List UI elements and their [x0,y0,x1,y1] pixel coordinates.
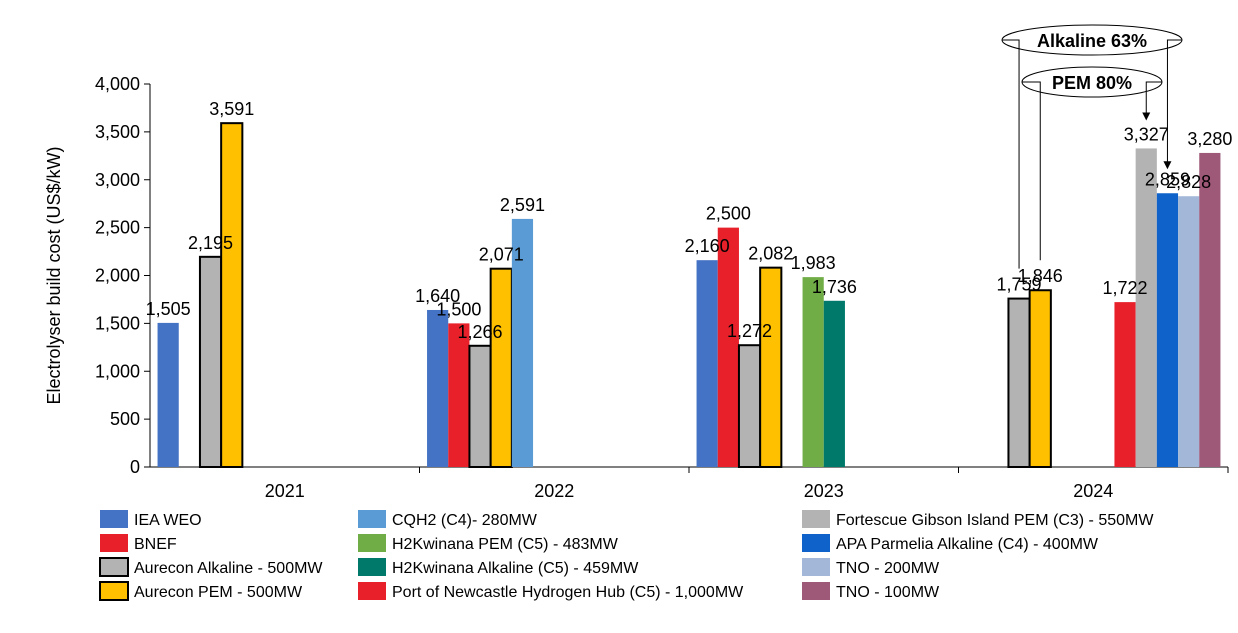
data-label: 1,983 [791,253,836,273]
bar [802,277,824,467]
data-label: 3,327 [1124,124,1169,144]
annotation-line [1166,39,1182,168]
chart-bars [157,122,1221,469]
bar [1114,302,1136,467]
data-label: 2,828 [1166,172,1211,192]
bar [1178,196,1200,467]
annotation-label: PEM 80% [1052,73,1132,93]
bar [427,309,449,467]
y-tick-label: 2,000 [95,266,140,286]
legend-swatch [358,510,386,528]
bar [511,218,534,467]
data-label: 2,195 [188,233,233,253]
bar [1028,289,1052,469]
data-label: 3,591 [209,99,254,119]
y-tick-label: 0 [130,457,140,477]
bar [468,344,492,468]
data-label: 1,722 [1103,278,1148,298]
data-label: 1,505 [146,299,191,319]
chart-axes: 0 500 1,000 1,500 2,000 2,500 3,000 3,500 4,000 E… [44,74,1229,501]
x-tick-label: 2024 [1073,481,1113,501]
bar [1156,193,1179,468]
legend-label: APA Parmelia Alkaline (C4) - 400MW [836,536,1099,553]
bar [1199,152,1221,467]
bar [696,260,718,467]
bar [157,322,179,467]
data-label: 2,591 [500,195,545,215]
annotation-arrowhead [1163,161,1172,170]
legend-swatch [99,581,129,601]
legend-swatch [802,558,830,576]
legend-swatch [358,534,386,552]
legend-swatch [358,558,386,576]
y-tick-label: 3,500 [95,122,140,142]
legend-label: Port of Newcastle Hydrogen Hub (C5) - 1,… [392,584,744,601]
chart-legend: IEA WEO BNEF Aurecon Alkaline - 500MW Aurec… [99,510,1154,601]
legend-swatch [100,510,128,528]
annotation-label: Alkaline 63% [1037,31,1147,51]
legend-label: Aurecon PEM - 500MW [134,584,303,601]
bar [1007,297,1031,468]
bar [489,267,513,468]
x-tick-label: 2021 [265,481,305,501]
annotation-arrowhead [1142,112,1151,121]
chart-annotations: Alkaline 63% PEM 80% [1001,24,1183,269]
legend-label: TNO - 100MW [836,584,940,601]
legend-label: H2Kwinana Alkaline (C5) - 459MW [392,560,639,577]
y-tick-label: 4,000 [95,74,140,94]
data-label: 2,082 [748,244,793,264]
y-tick-label: 3,000 [95,170,140,190]
legend-label: IEA WEO [134,512,202,529]
data-label: 1,500 [436,299,481,319]
bar [448,323,470,467]
data-label: 1,272 [727,321,772,341]
bar [737,344,762,468]
data-label: 1,640 [415,286,460,306]
x-tick-label: 2023 [804,481,844,501]
legend-label: Fortescue Gibson Island PEM (C3) - 550MW [836,512,1154,529]
legend-label: Aurecon Alkaline - 500MW [134,560,323,577]
legend-swatch [100,534,128,552]
y-tick-label: 2,500 [95,218,140,238]
y-axis-title: Electrolyser build cost (US$/kW) [44,146,64,404]
legend-label: H2Kwinana PEM (C5) - 483MW [392,536,619,553]
data-label: 1,266 [458,322,503,342]
bar [1135,148,1157,467]
data-label: 1,846 [1018,266,1063,286]
annotation-line [1145,81,1162,119]
bar [823,300,845,467]
data-label: 3,280 [1187,129,1232,149]
legend-label: CQH2 (C4)- 280MW [392,512,538,529]
legend-swatch [802,582,830,600]
data-label: 1,736 [812,277,857,297]
legend-label: BNEF [134,536,177,553]
data-label: 2,071 [479,245,524,265]
bar [717,227,739,467]
data-label: 2,500 [706,204,751,224]
y-tick-label: 500 [110,409,140,429]
x-tick-label: 2022 [534,481,574,501]
y-tick-label: 1,500 [95,313,140,333]
annotation-line [1022,81,1041,261]
bar [198,255,223,468]
legend-swatch [802,510,830,528]
annotation-line [1002,39,1020,269]
chart-data-labels: 1,505 1,640 2,160 1,500 2,500 2,195 1,266 1,272… [146,99,1233,342]
legend-label: TNO - 200MW [836,560,940,577]
data-label: 2,859 [1145,169,1190,189]
data-label: 1,759 [997,275,1042,295]
legend-swatch [802,534,830,552]
data-label: 2,160 [685,236,730,256]
y-tick-label: 1,000 [95,361,140,381]
legend-swatch [99,557,129,577]
bar [220,122,244,469]
bar [759,266,783,468]
legend-swatch [358,582,386,600]
